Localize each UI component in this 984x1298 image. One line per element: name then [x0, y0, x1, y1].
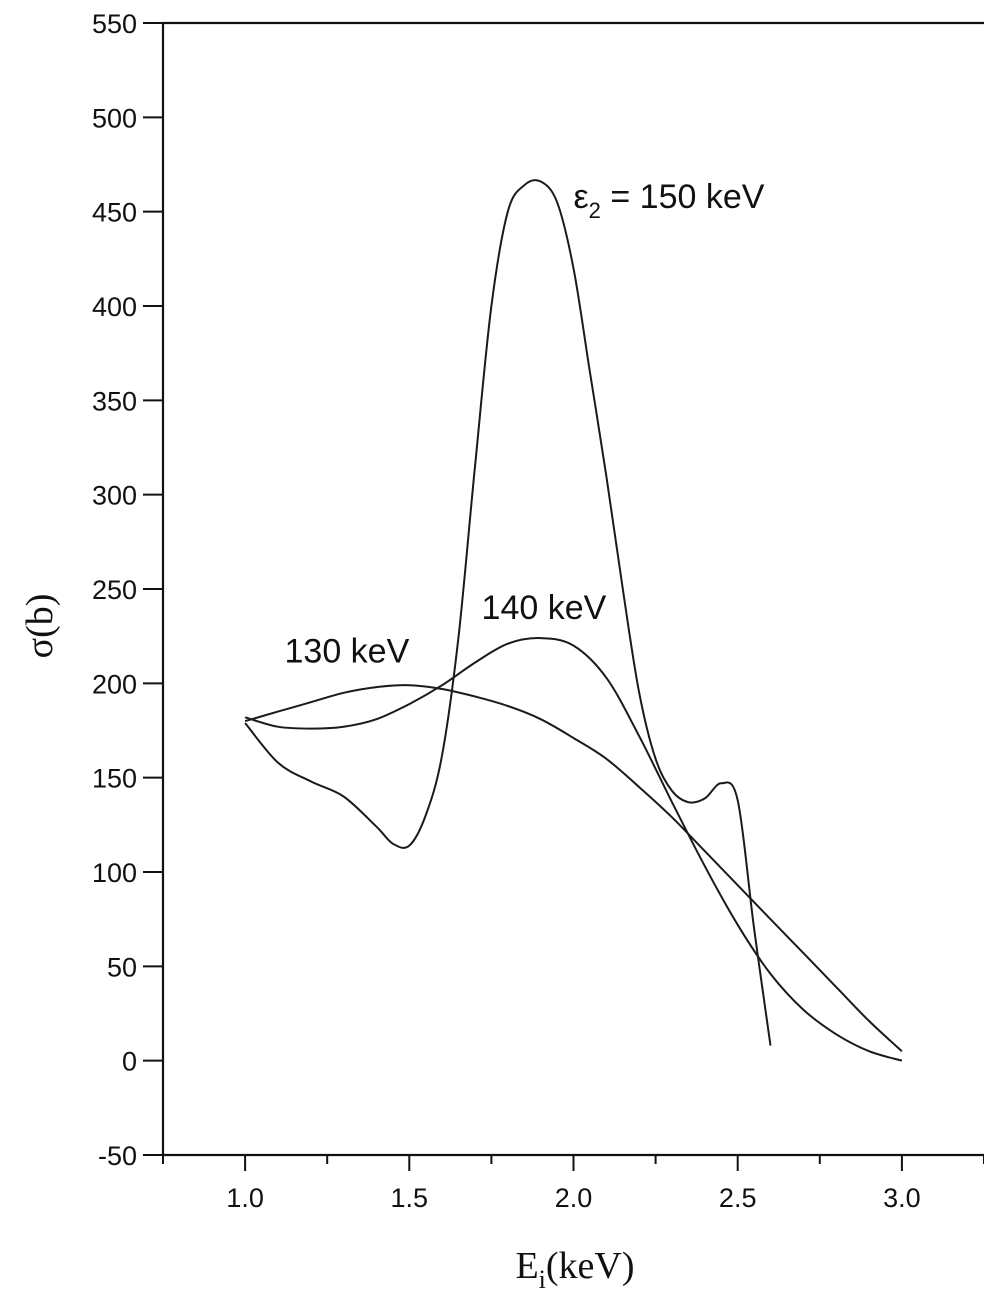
y-tick-label: 300 [92, 481, 137, 511]
curve-annotation-1: ε2 = 150 keV [574, 178, 765, 223]
data-curves [244, 179, 903, 1062]
y-tick-label: -50 [98, 1141, 137, 1171]
y-tick-label: 450 [92, 198, 137, 228]
y-tick-label: 0 [122, 1047, 137, 1077]
y-tick-label: 150 [92, 764, 137, 794]
x-tick-label: 2.5 [719, 1183, 757, 1213]
y-axis-title: σ(b) [19, 594, 61, 659]
y-tick-label: 100 [92, 858, 137, 888]
x-tick-label: 1.0 [226, 1183, 264, 1213]
annotation-symbol: ε [574, 178, 589, 216]
x-tick-label: 1.5 [391, 1183, 429, 1213]
x-axis-title-main: E [515, 1245, 538, 1287]
annotation-text: = 150 keV [601, 178, 765, 216]
x-tick-label: 3.0 [883, 1183, 921, 1213]
x-axis-title-rest: (keV) [546, 1245, 635, 1287]
y-tick-label: 500 [92, 103, 137, 133]
curve-annotation-2: 140 keV [482, 589, 607, 627]
curve-annotations: ε2 = 150 keV 140 keV 130 keV [285, 178, 765, 671]
annotation-subscript: 2 [589, 198, 601, 223]
x-axis-title: Ei(keV) [515, 1245, 634, 1294]
y-axis-ticks: -50 0 50 100 150 200 250 300 350 400 450 500 550 [92, 9, 164, 1171]
y-tick-label: 400 [92, 292, 137, 322]
x-tick-label: 2.0 [555, 1183, 593, 1213]
y-tick-label: 350 [92, 386, 137, 416]
y-tick-label: 550 [92, 9, 137, 39]
y-tick-label: 200 [92, 669, 137, 699]
x-axis-ticks: 1.0 1.5 2.0 2.5 3.0 [162, 1155, 984, 1213]
y-tick-label: 250 [92, 575, 137, 605]
series-line-1 [244, 684, 903, 1052]
series-line-2 [244, 637, 903, 1062]
y-tick-label: 50 [107, 952, 137, 982]
x-axis-title-sub: i [539, 1265, 546, 1294]
curve-annotation-3: 130 keV [285, 633, 410, 671]
series-line-3 [244, 179, 772, 1046]
